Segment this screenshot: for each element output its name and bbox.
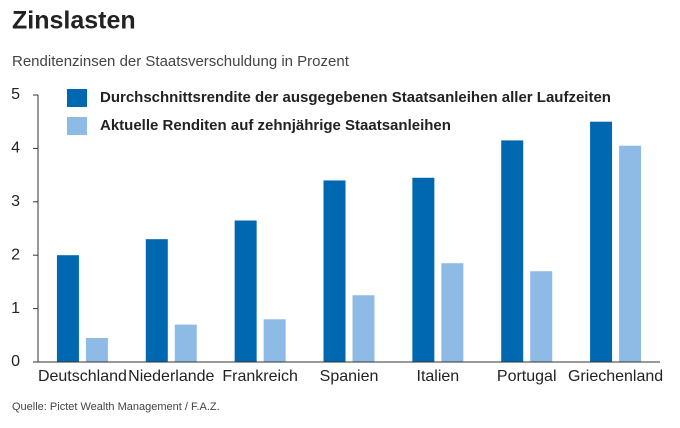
x-tick-label: Portugal [497, 368, 557, 385]
x-tick-label: Niederlande [128, 368, 214, 385]
bar [530, 271, 553, 362]
bar [263, 319, 286, 362]
bar [619, 145, 642, 362]
bar [174, 324, 197, 362]
y-tick-label: 4 [11, 140, 20, 157]
x-tick-label: Frankreich [222, 368, 298, 385]
x-tick-label: Italien [417, 368, 460, 385]
legend-label: Durchschnittsrendite der ausgegebenen St… [100, 89, 611, 106]
bar [56, 255, 79, 362]
bar [501, 140, 524, 362]
legend-swatch [67, 89, 87, 107]
x-tick-label: Spanien [320, 368, 379, 385]
bar [145, 239, 168, 362]
legend-swatch [67, 117, 87, 135]
x-tick-label: Griechenland [568, 368, 663, 385]
bar [352, 295, 375, 362]
bar [412, 177, 435, 362]
y-tick-label: 5 [11, 86, 20, 103]
y-tick-label: 1 [11, 300, 20, 317]
bar [590, 121, 613, 362]
source: Quelle: Pictet Wealth Management / F.A.Z… [12, 401, 220, 413]
y-tick-label: 0 [11, 353, 20, 370]
x-tick-label: Deutschland [38, 368, 127, 385]
bar [323, 180, 346, 362]
y-tick-label: 2 [11, 246, 20, 263]
bar [85, 337, 108, 362]
bar [234, 220, 257, 362]
legend-label: Aktuelle Renditen auf zehnjährige Staats… [100, 117, 451, 134]
y-tick-label: 3 [11, 193, 20, 210]
bar [441, 263, 464, 362]
chart-title: Zinslasten [12, 7, 136, 35]
chart-subtitle: Renditenzinsen der Staatsverschuldung in… [12, 53, 350, 70]
